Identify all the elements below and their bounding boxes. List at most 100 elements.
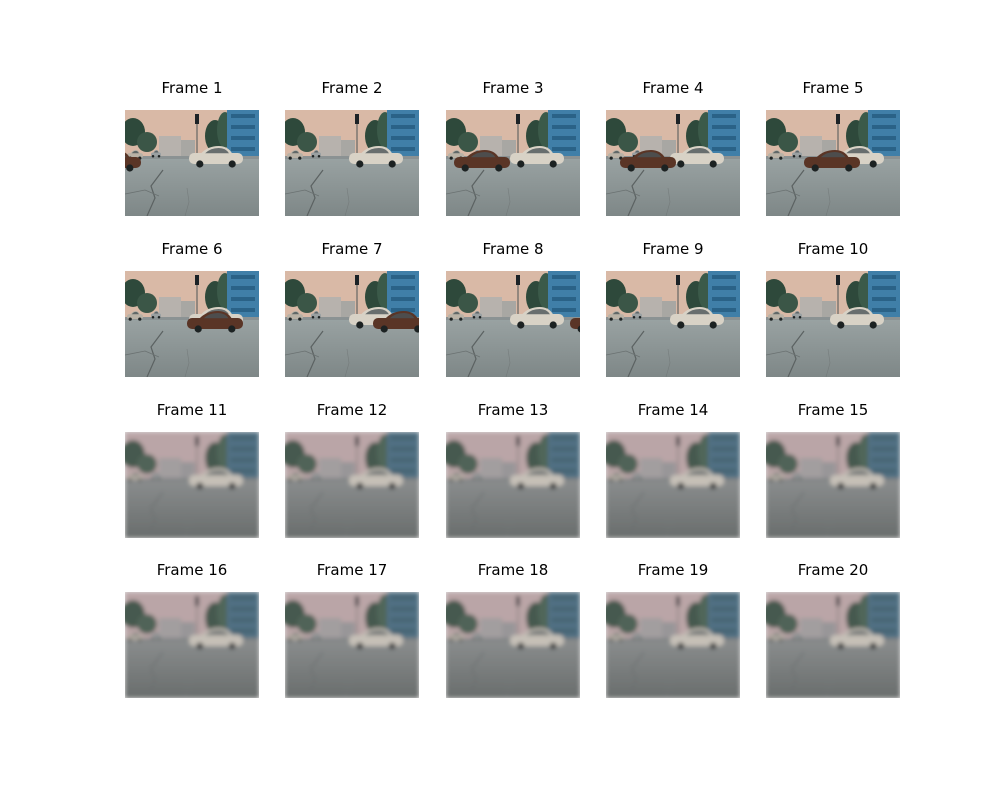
background-car (472, 632, 482, 640)
background-car (151, 472, 161, 480)
background-car (608, 150, 624, 160)
frame-cell: Frame 14 (606, 401, 740, 538)
frame-title: Frame 19 (637, 561, 709, 579)
background-car (472, 311, 482, 319)
frame-image (766, 432, 900, 538)
white-car (510, 468, 564, 490)
background-car (792, 472, 802, 480)
background-car (608, 311, 624, 321)
dark-car (454, 150, 510, 172)
background-car (472, 472, 482, 480)
background-car (151, 311, 161, 319)
white-car (510, 146, 564, 168)
background-car (448, 632, 464, 642)
white-car (830, 468, 884, 490)
road (285, 638, 419, 698)
traffic-light (195, 596, 199, 606)
frame-image (446, 592, 580, 698)
background-car (448, 472, 464, 482)
background-car (632, 632, 642, 640)
frame-cell: Frame 18 (446, 561, 580, 698)
dark-car (570, 318, 580, 333)
frame-cell: Frame 17 (285, 561, 419, 698)
background-car (768, 632, 784, 642)
white-car (189, 146, 243, 168)
frame-title: Frame 8 (482, 240, 544, 258)
background-car (287, 472, 303, 482)
road (606, 638, 740, 698)
traffic-light (676, 275, 680, 285)
traffic-light (516, 275, 520, 285)
white-car (670, 628, 724, 650)
traffic-light (676, 596, 680, 606)
traffic-light (355, 114, 359, 124)
frame-cell: Frame 7 (285, 240, 419, 377)
dark-car (620, 150, 676, 172)
frame-cell: Frame 1 (125, 79, 259, 216)
frame-title: Frame 12 (316, 401, 388, 419)
frame-title: Frame 10 (797, 240, 869, 258)
dark-car (373, 311, 419, 333)
frame-image (446, 271, 580, 377)
frame-image (125, 432, 259, 538)
traffic-light (355, 436, 359, 446)
background-car (311, 311, 321, 319)
background-car (287, 311, 303, 321)
frame-image (285, 432, 419, 538)
white-car (670, 307, 724, 329)
frame-title: Frame 3 (482, 79, 544, 97)
traffic-light (355, 275, 359, 285)
frame-title: Frame 17 (316, 561, 388, 579)
frame-cell: Frame 11 (125, 401, 259, 538)
dark-car (804, 150, 860, 172)
background-car (127, 632, 143, 642)
background-car (287, 632, 303, 642)
road (766, 317, 900, 377)
frame-title: Frame 20 (797, 561, 869, 579)
frame-image (606, 432, 740, 538)
white-car (349, 468, 403, 490)
white-car (349, 628, 403, 650)
traffic-light (195, 436, 199, 446)
traffic-light (516, 436, 520, 446)
frame-image (446, 110, 580, 216)
frame-image (285, 592, 419, 698)
frame-cell: Frame 20 (766, 561, 900, 698)
white-car (189, 628, 243, 650)
frame-title: Frame 4 (642, 79, 704, 97)
background-car (768, 311, 784, 321)
frame-image (125, 271, 259, 377)
white-car (189, 468, 243, 490)
road (766, 478, 900, 538)
frame-cell: Frame 15 (766, 401, 900, 538)
road (606, 317, 740, 377)
traffic-light (836, 596, 840, 606)
road (125, 638, 259, 698)
frame-image (285, 271, 419, 377)
road (766, 638, 900, 698)
background-car (632, 311, 642, 319)
background-car (768, 150, 784, 160)
white-car (670, 468, 724, 490)
frame-title: Frame 18 (477, 561, 549, 579)
frame-cell: Frame 13 (446, 401, 580, 538)
white-car (510, 628, 564, 650)
traffic-light (195, 114, 199, 124)
dark-car (125, 152, 141, 172)
frame-title: Frame 7 (321, 240, 383, 258)
road (446, 478, 580, 538)
frame-image (125, 592, 259, 698)
traffic-light (676, 436, 680, 446)
frame-title: Frame 1 (161, 79, 223, 97)
background-car (151, 150, 161, 158)
frame-image (606, 110, 740, 216)
background-car (792, 632, 802, 640)
background-car (792, 311, 802, 319)
traffic-light (676, 114, 680, 124)
frame-image (766, 592, 900, 698)
frame-title: Frame 9 (642, 240, 704, 258)
frame-cell: Frame 19 (606, 561, 740, 698)
frame-cell: Frame 12 (285, 401, 419, 538)
frame-cell: Frame 6 (125, 240, 259, 377)
